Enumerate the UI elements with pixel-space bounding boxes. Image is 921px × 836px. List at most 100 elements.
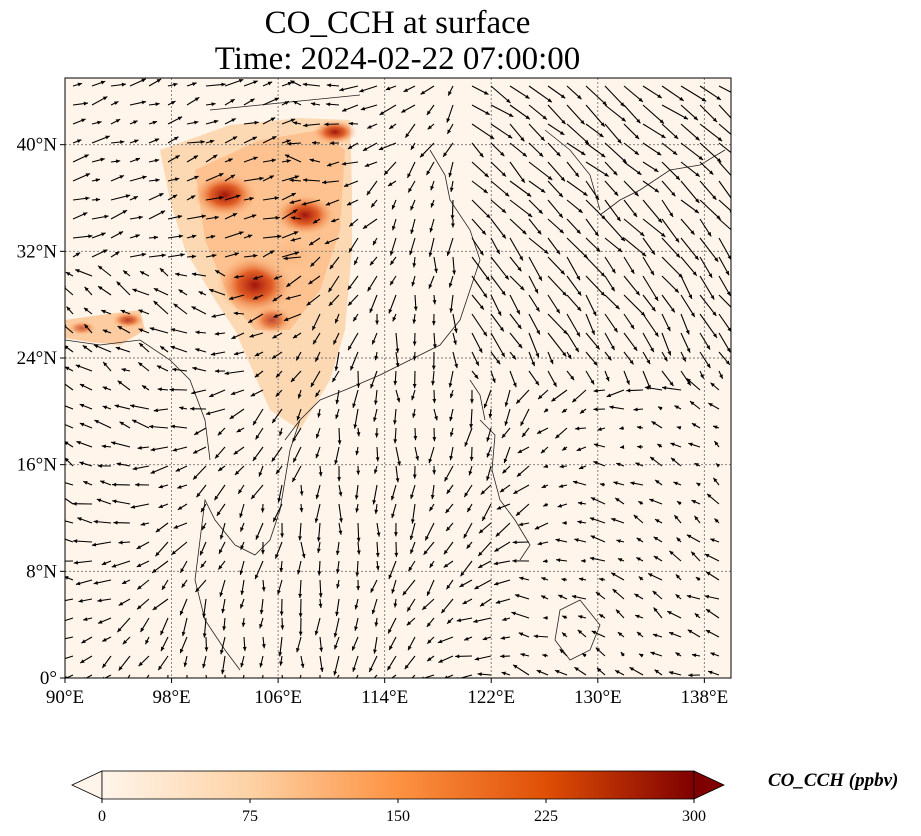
wind-arrow	[559, 464, 568, 469]
wind-arrow	[192, 366, 207, 372]
wind-arrow	[186, 82, 197, 87]
wind-arrow	[148, 102, 160, 107]
wind-arrow	[172, 367, 188, 372]
wind-arrow	[214, 269, 226, 277]
wind-arrow	[688, 442, 701, 448]
wind-arrow	[695, 576, 701, 582]
wind-arrow	[167, 234, 184, 239]
wind-arrow	[566, 370, 575, 381]
wind-arrow	[452, 313, 458, 333]
wind-arrow	[604, 123, 622, 144]
wind-arrow	[575, 426, 587, 431]
wind-arrow	[148, 120, 158, 125]
wind-arrow	[329, 256, 340, 270]
wind-arrow	[577, 629, 587, 638]
wind-arrow	[370, 370, 378, 389]
wind-arrow	[577, 520, 587, 525]
wind-arrow	[96, 498, 112, 505]
wind-arrow	[413, 427, 418, 441]
wind-arrow	[91, 80, 106, 87]
wind-arrow	[413, 294, 418, 311]
wind-arrow	[456, 617, 473, 623]
wind-arrow	[326, 102, 340, 107]
wind-arrow	[496, 503, 511, 510]
wind-arrow	[585, 294, 597, 317]
wind-arrow	[566, 294, 582, 312]
wind-arrow	[686, 534, 701, 543]
wind-arrow	[137, 361, 150, 372]
wind-arrow	[459, 579, 473, 588]
wind-arrow	[699, 85, 722, 101]
wind-arrow	[262, 250, 275, 258]
wind-arrow	[328, 294, 340, 307]
wind-arrow	[196, 484, 207, 498]
wind-arrow	[214, 446, 226, 459]
wind-arrow	[383, 161, 397, 176]
wind-arrow	[680, 313, 690, 335]
wind-arrow	[473, 617, 492, 623]
wind-arrow	[312, 218, 321, 224]
wind-arrow	[153, 287, 169, 296]
wind-arrow	[72, 139, 82, 144]
wind-arrow	[647, 572, 663, 581]
wind-arrow	[129, 252, 147, 258]
wind-arrow	[65, 674, 74, 678]
wind-arrow	[629, 666, 644, 676]
wind-arrow	[585, 351, 598, 366]
wind-arrow	[509, 180, 532, 197]
wind-arrow	[281, 100, 290, 106]
wind-arrow	[426, 579, 435, 597]
wind-arrow	[387, 617, 397, 634]
wind-arrow	[566, 313, 581, 337]
wind-arrow	[426, 655, 435, 662]
mainland-border	[65, 339, 211, 461]
wind-arrow	[673, 514, 682, 524]
wind-arrow	[474, 579, 492, 590]
wind-arrow	[315, 484, 321, 500]
wind-arrow	[78, 598, 93, 603]
wind-arrow	[428, 446, 435, 464]
wind-arrow	[170, 345, 188, 353]
wind-arrow	[314, 389, 321, 398]
wind-arrow	[65, 366, 74, 372]
wind-arrow	[198, 291, 207, 296]
wind-arrow	[714, 440, 720, 448]
wind-arrow	[325, 199, 340, 206]
wind-arrow	[335, 560, 340, 574]
wind-arrow	[412, 332, 417, 346]
wind-arrow	[352, 313, 359, 322]
wind-arrow	[528, 313, 541, 335]
wind-arrow	[446, 123, 454, 135]
wind-arrow	[490, 123, 513, 139]
wind-arrow	[511, 611, 530, 619]
wind-arrow	[710, 382, 720, 391]
wind-arrow	[217, 465, 226, 472]
wind-arrow	[391, 199, 397, 210]
wind-arrow	[653, 555, 663, 562]
wind-arrow	[477, 541, 492, 557]
wind-arrow	[654, 518, 663, 524]
wind-arrow	[72, 173, 91, 182]
wind-arrow	[179, 560, 188, 574]
wind-arrow	[673, 481, 682, 486]
wind-arrow	[186, 120, 199, 125]
wind-arrow	[403, 85, 416, 93]
wind-arrow	[611, 518, 625, 524]
wind-arrow	[543, 408, 549, 413]
wind-arrow	[130, 503, 150, 509]
lon-tick-label: 98°E	[152, 687, 190, 708]
wind-arrow	[243, 80, 258, 87]
wind-arrow	[253, 275, 264, 280]
wind-arrow	[151, 560, 169, 574]
wind-arrow	[591, 630, 606, 638]
wind-arrow	[680, 370, 692, 386]
wind-arrow	[195, 330, 207, 335]
wind-arrow	[181, 617, 188, 637]
wind-arrow	[395, 389, 401, 403]
wind-arrow	[680, 256, 698, 277]
wind-arrow	[541, 577, 549, 581]
wind-arrow	[278, 636, 283, 657]
wind-arrow	[652, 590, 663, 600]
wind-arrow	[528, 351, 536, 367]
wind-arrow	[110, 441, 131, 448]
